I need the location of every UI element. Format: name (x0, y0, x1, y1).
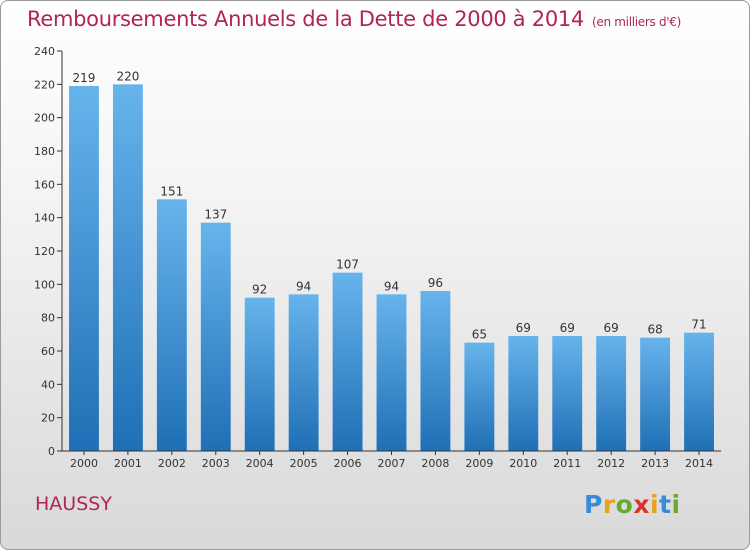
x-tick-label: 2008 (421, 457, 449, 470)
y-tick-label: 140 (34, 212, 55, 225)
bar-value-label: 69 (604, 321, 619, 335)
y-tick-label: 100 (34, 278, 55, 291)
logo-letter: r (602, 490, 616, 519)
y-tick-label: 200 (34, 112, 55, 125)
bar-value-label: 94 (384, 279, 399, 293)
chart-unit-label: (en milliers d'€) (592, 15, 682, 29)
bar-2003 (200, 222, 231, 451)
chart-title-text: Remboursements Annuels de la Dette de 20… (27, 7, 584, 31)
logo-letter: i (671, 490, 681, 519)
bar-value-label: 220 (116, 69, 139, 83)
y-tick-label: 20 (41, 412, 55, 425)
y-tick-label: 80 (41, 312, 55, 325)
y-axis: 0 20 40 60 80 100 120 140 160 180 200 220 240 (34, 45, 63, 458)
bar-2007 (376, 294, 407, 451)
proxiti-logo: Proxiti (584, 490, 681, 519)
y-tick-label: 40 (41, 378, 55, 391)
bar-2012 (596, 336, 627, 451)
bar-2000 (69, 86, 99, 451)
bar-2014 (684, 332, 714, 451)
bar-2002 (156, 199, 187, 451)
bar-value-label: 71 (691, 318, 706, 332)
y-tick-label: 60 (41, 345, 55, 358)
bar-2011 (552, 336, 583, 451)
logo-letter: P (584, 490, 603, 519)
y-tick-label: 220 (34, 78, 55, 91)
x-tick-label: 2006 (334, 457, 362, 470)
x-tick-label: 2007 (378, 457, 406, 470)
bar-value-label: 69 (560, 321, 575, 335)
bar-value-label: 65 (472, 328, 487, 342)
logo-letter: o (615, 490, 634, 519)
logo-letter: x (633, 490, 650, 519)
bar-value-label: 68 (647, 323, 662, 337)
bar-2001 (112, 84, 143, 451)
x-tick-label: 2014 (685, 457, 713, 470)
bar-value-label: 94 (296, 279, 311, 293)
bar-value-label: 219 (73, 71, 96, 85)
x-tick-label: 2003 (202, 457, 230, 470)
bar-value-label: 137 (204, 208, 227, 222)
bar-2004 (244, 297, 275, 451)
chart-title: Remboursements Annuels de la Dette de 20… (27, 7, 681, 31)
y-tick-label: 0 (48, 445, 55, 458)
x-tick-label: 2002 (158, 457, 186, 470)
y-tick-label: 180 (34, 145, 55, 158)
commune-name: HAUSSY (35, 493, 112, 515)
bar-2005 (288, 294, 319, 451)
bar-2010 (508, 336, 539, 451)
x-tick-label: 2009 (465, 457, 493, 470)
bar-value-label: 107 (336, 258, 359, 272)
x-tick-label: 2005 (290, 457, 318, 470)
bar-2008 (420, 291, 451, 451)
x-axis: 2000 2001 2002 2003 2004 2005 2006 2007 2008 2009… (62, 450, 721, 470)
logo-letter: t (659, 490, 672, 519)
x-tick-label: 2000 (70, 457, 98, 470)
y-tick-label: 160 (34, 178, 55, 191)
x-tick-label: 2001 (114, 457, 142, 470)
bar-value-label: 69 (516, 321, 531, 335)
x-tick-label: 2011 (553, 457, 581, 470)
y-tick-label: 120 (34, 245, 55, 258)
logo-letter: i (650, 490, 660, 519)
bar-2006 (332, 272, 363, 451)
bar-value-label: 151 (160, 184, 183, 198)
x-tick-label: 2010 (509, 457, 537, 470)
bar-value-label: 96 (428, 276, 443, 290)
bars: 219 220 151 137 92 94 107 94 96 65 69 69 69 68 71 (69, 69, 714, 451)
x-tick-label: 2012 (597, 457, 625, 470)
bar-value-label: 92 (252, 283, 267, 297)
x-tick-label: 2013 (641, 457, 669, 470)
y-tick-label: 240 (34, 45, 55, 58)
bar-2009 (464, 342, 495, 451)
x-tick-label: 2004 (246, 457, 274, 470)
bar-2013 (640, 337, 671, 451)
